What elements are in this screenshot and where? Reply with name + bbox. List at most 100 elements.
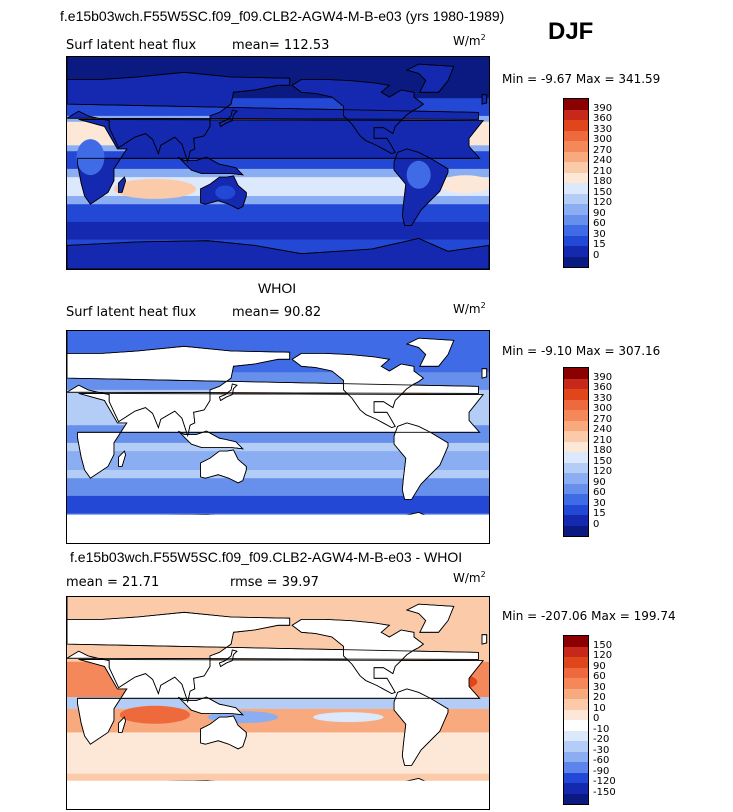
colorbar-swatch bbox=[564, 378, 588, 389]
panel2-coastline bbox=[67, 331, 479, 438]
panel1-units: W/m2 bbox=[453, 33, 486, 48]
colorbar-tick-label: 0 bbox=[593, 518, 600, 530]
colorbar-swatch bbox=[564, 431, 588, 442]
colorbar-swatch bbox=[564, 709, 588, 720]
colorbar-tick-label: 390 bbox=[593, 102, 613, 114]
panel1-coastline bbox=[405, 63, 455, 93]
panel2-band-south-trades bbox=[67, 451, 489, 470]
panel3-coastline bbox=[67, 597, 479, 704]
panel2-coastline bbox=[218, 383, 238, 402]
colorbar-tick-label: -10 bbox=[593, 723, 610, 735]
colorbar-tick-label: 90 bbox=[593, 476, 606, 488]
colorbar-tick-label: 15 bbox=[593, 239, 606, 250]
panel3-coastline bbox=[77, 659, 484, 745]
colorbar-swatch bbox=[564, 183, 588, 194]
colorbar-swatch bbox=[564, 667, 588, 678]
panel1-mean: mean= 112.53 bbox=[232, 38, 330, 53]
colorbar-tick-label: 270 bbox=[593, 144, 613, 156]
panel1-field-label: Surf latent heat flux bbox=[66, 38, 197, 53]
panel1-coastline bbox=[218, 109, 238, 128]
colorbar-swatch bbox=[564, 256, 588, 267]
colorbar-swatch bbox=[564, 214, 588, 225]
colorbar-tick-label: 240 bbox=[593, 424, 613, 435]
colorbar-swatch bbox=[564, 646, 588, 657]
colorbar-swatch bbox=[564, 235, 588, 246]
colorbar-tick-label: 300 bbox=[593, 403, 613, 414]
panel1-minmax: Min = -9.67 Max = 341.59 bbox=[502, 72, 661, 86]
panel2-band-southern-ocean bbox=[67, 495, 489, 514]
colorbar-tick-label: 0 bbox=[593, 713, 600, 724]
colorbar-swatch bbox=[564, 688, 588, 699]
colorbar-tick-label: 360 bbox=[593, 113, 613, 124]
colorbar-tick-label: -30 bbox=[593, 744, 610, 756]
panel1-coastline bbox=[178, 156, 244, 176]
colorbar-tick-label: 360 bbox=[593, 382, 613, 393]
panel2-minmax: Min = -9.10 Max = 307.16 bbox=[502, 344, 661, 358]
panel1-band-southern-ocean bbox=[67, 221, 489, 240]
colorbar-tick-label: 180 bbox=[593, 176, 613, 187]
panel3-coastline bbox=[118, 716, 127, 733]
colorbar-swatch bbox=[564, 515, 588, 526]
panel2-map-svg bbox=[67, 331, 489, 543]
panel3-coastline bbox=[291, 618, 425, 695]
colorbar-swatch bbox=[564, 473, 588, 484]
colorbar-tick-label: 210 bbox=[593, 434, 613, 446]
colorbar-swatch bbox=[564, 141, 588, 152]
colorbar-tick-label: 30 bbox=[593, 497, 606, 509]
panel3-antarctic-mask bbox=[67, 780, 489, 809]
colorbar-tick-label: -60 bbox=[593, 755, 610, 766]
colorbar-tick-label: 330 bbox=[593, 392, 613, 404]
colorbar-tick-label: 390 bbox=[593, 371, 613, 383]
panel1-map-svg bbox=[67, 57, 489, 269]
colorbar-swatch bbox=[564, 368, 588, 379]
panel1-coastline bbox=[291, 78, 425, 155]
colorbar-swatch bbox=[564, 452, 588, 463]
panel3-coastline bbox=[200, 715, 247, 750]
colorbar-tick-label: 210 bbox=[593, 165, 613, 177]
panel3-units: W/m2 bbox=[453, 570, 486, 585]
panel3-minmax: Min = -207.06 Max = 199.74 bbox=[502, 609, 676, 623]
colorbar-tick-label: 15 bbox=[593, 508, 606, 519]
colorbar-tick-label: 240 bbox=[593, 155, 613, 166]
panel3-coastline bbox=[481, 634, 488, 645]
panel1-map bbox=[66, 56, 490, 270]
colorbar-swatch bbox=[564, 730, 588, 741]
colorbar-tick-label: 330 bbox=[593, 123, 613, 135]
panel1-south-pacific-warm bbox=[313, 178, 407, 195]
colorbar-tick-label: 300 bbox=[593, 134, 613, 145]
panel1-coastline bbox=[77, 119, 484, 205]
colorbar-swatch bbox=[564, 483, 588, 494]
panel3-band-equatorial-negative bbox=[67, 697, 489, 709]
panel1-coastline bbox=[393, 148, 449, 226]
panel2-units: W/m2 bbox=[453, 301, 486, 316]
colorbar-tick-label: 0 bbox=[593, 249, 600, 261]
panel2-coastline bbox=[405, 337, 455, 367]
colorbar-swatch bbox=[564, 678, 588, 689]
colorbar-swatch bbox=[564, 172, 588, 183]
colorbar-tick-label: 20 bbox=[593, 692, 606, 703]
colorbar-swatch bbox=[564, 151, 588, 162]
panel1-coastline bbox=[67, 57, 479, 164]
colorbar-tick-label: 150 bbox=[593, 186, 613, 198]
colorbar-swatch bbox=[564, 636, 588, 647]
colorbar-tick-label: 30 bbox=[593, 228, 606, 240]
colorbar-swatch bbox=[564, 120, 588, 131]
panel1-africa-land-flux bbox=[76, 139, 105, 176]
colorbar-swatch bbox=[564, 525, 588, 536]
colorbar-swatch bbox=[564, 410, 588, 421]
colorbar-tick-label: -90 bbox=[593, 765, 610, 777]
panel2-map bbox=[66, 330, 490, 544]
colorbar-swatch bbox=[564, 772, 588, 783]
panel2-coastline bbox=[200, 449, 247, 484]
panel1-coastline bbox=[200, 175, 247, 210]
colorbar-swatch bbox=[564, 99, 588, 110]
panel3-indian-ocean-positive bbox=[119, 705, 191, 724]
colorbar-swatch bbox=[564, 751, 588, 762]
colorbar-swatch bbox=[564, 204, 588, 215]
panel1-southam-land-flux bbox=[406, 160, 431, 189]
panel2-coastline bbox=[481, 368, 488, 379]
colorbar-swatch bbox=[564, 720, 588, 731]
colorbar-swatch bbox=[564, 741, 588, 752]
colorbar-tick-label: -20 bbox=[593, 734, 610, 745]
colorbar-swatch bbox=[564, 420, 588, 431]
